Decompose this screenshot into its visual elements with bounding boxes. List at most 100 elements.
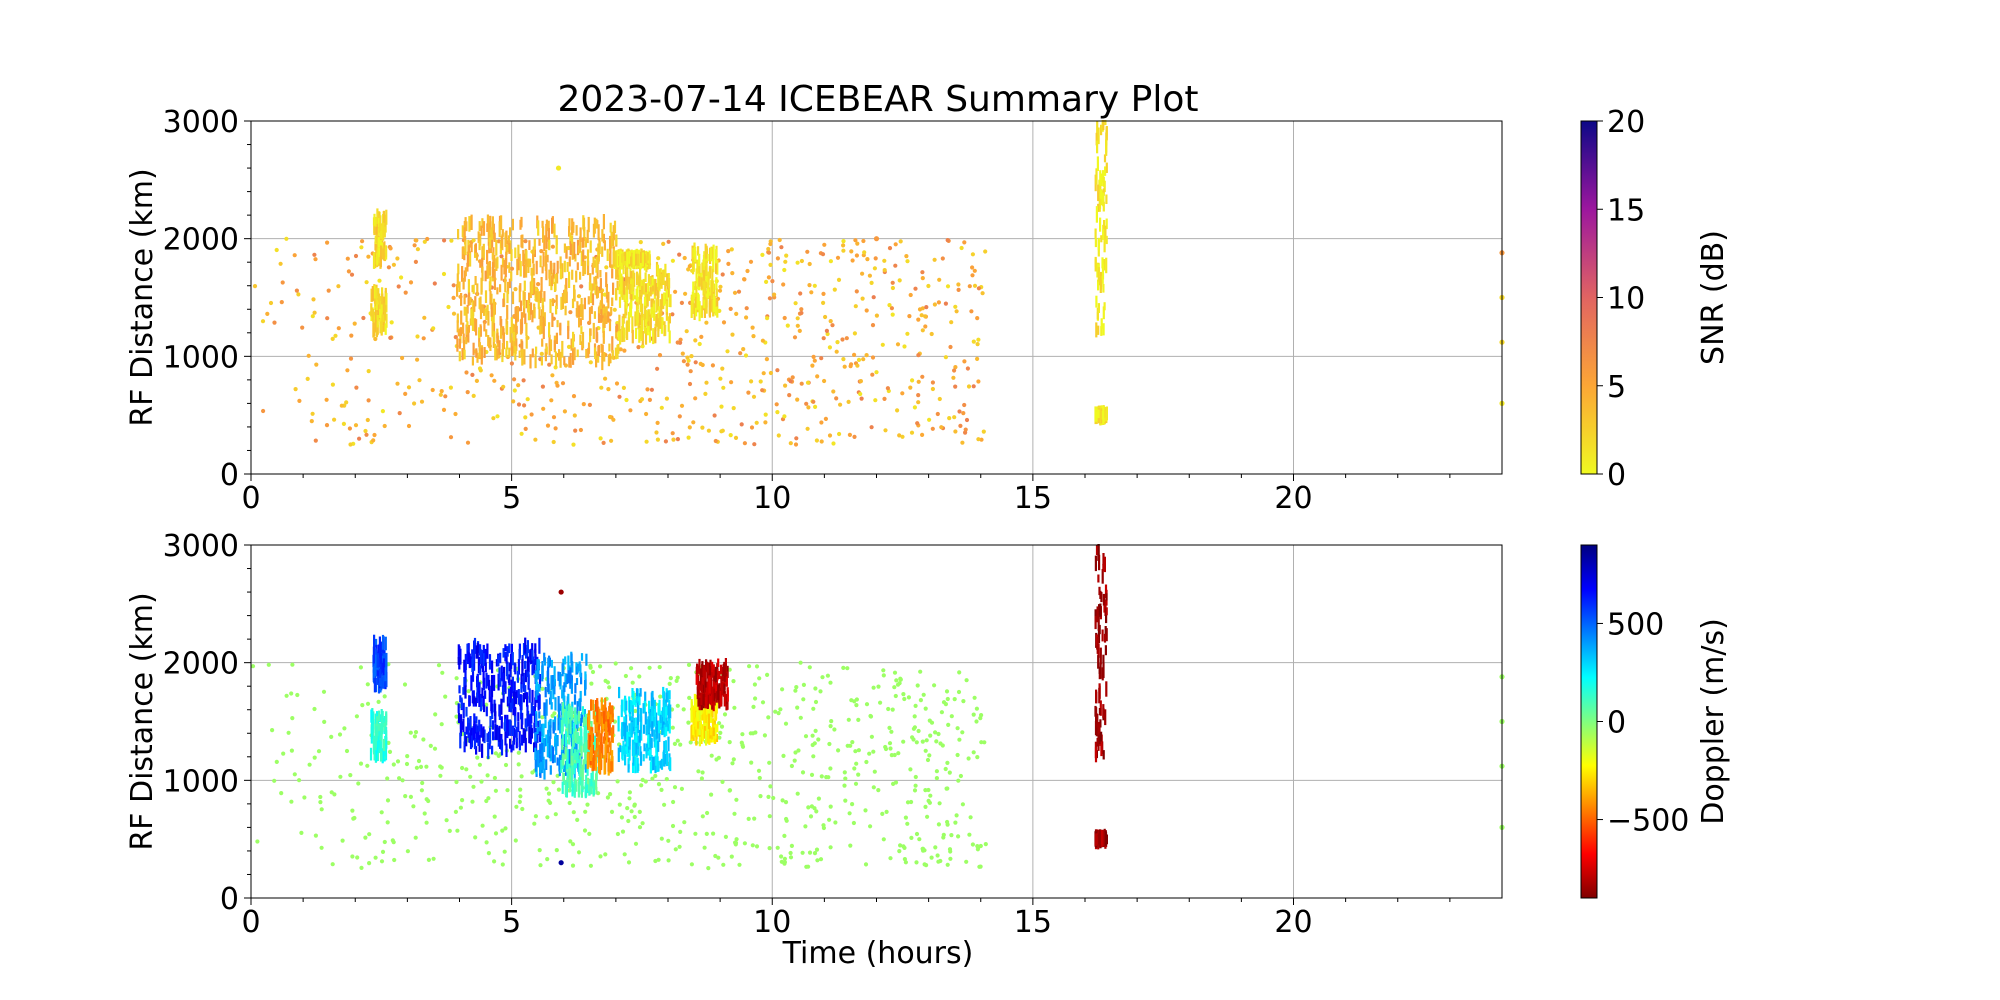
series-mark-3 — [487, 261, 490, 279]
series-mark-4 — [665, 300, 668, 313]
data-point — [730, 271, 735, 276]
series-mark-2 — [382, 248, 385, 260]
series-mark-4 — [623, 281, 626, 295]
data-point — [917, 307, 923, 312]
data-point — [740, 732, 745, 737]
series-mark-2 — [375, 654, 378, 668]
data-point — [885, 386, 891, 391]
series-mark-3 — [486, 733, 489, 742]
series-mark-10 — [1104, 645, 1107, 656]
series-mark-3 — [534, 654, 537, 665]
series-mark-7 — [647, 720, 650, 732]
series-mark-3 — [473, 640, 476, 658]
data-point — [949, 833, 954, 838]
series-mark-3 — [499, 652, 502, 664]
data-point — [799, 307, 804, 312]
series-mark-4 — [650, 301, 653, 318]
series-mark-10 — [1096, 637, 1099, 654]
series-mark-5 — [568, 769, 571, 786]
series-mark-3 — [581, 237, 584, 248]
data-point — [644, 439, 649, 444]
series-mark-3 — [603, 313, 606, 328]
data-point — [922, 862, 927, 867]
series-mark-3 — [531, 281, 534, 294]
series-mark-6 — [706, 253, 709, 262]
y-tick-label: 3000 — [163, 529, 239, 564]
series-mark-3 — [519, 261, 522, 277]
series-mark-3 — [565, 250, 568, 259]
series-mark-3 — [464, 677, 467, 687]
series-mark-3 — [585, 349, 588, 359]
data-point — [758, 794, 763, 799]
series-mark-3 — [479, 233, 482, 246]
data-point — [763, 420, 768, 425]
data-point — [625, 806, 630, 811]
data-point — [782, 833, 787, 839]
data-point — [940, 256, 945, 261]
series-mark-3 — [491, 252, 494, 260]
series-mark-1 — [376, 716, 379, 729]
series-mark-3 — [459, 732, 462, 749]
data-point — [783, 383, 788, 388]
series-mark-9 — [700, 692, 703, 706]
data-point — [713, 438, 718, 444]
data-point — [297, 778, 302, 783]
series-mark-5 — [586, 784, 589, 794]
data-point — [916, 393, 921, 398]
data-point — [511, 377, 517, 382]
data-point — [389, 320, 394, 325]
series-mark-5 — [568, 778, 572, 793]
data-point — [904, 254, 909, 259]
series-mark-8 — [715, 733, 719, 742]
series-mark-6 — [692, 257, 695, 275]
data-point — [551, 780, 556, 785]
series-mark-3 — [548, 334, 551, 347]
series-mark-3 — [462, 718, 465, 733]
series-mark-10 — [1105, 681, 1108, 697]
series-mark-3 — [479, 296, 482, 311]
data-point — [727, 740, 732, 745]
data-point — [864, 353, 869, 358]
series-mark-4 — [632, 291, 635, 301]
data-point — [901, 692, 906, 697]
data-point — [813, 686, 818, 691]
series-mark-3 — [609, 353, 612, 364]
data-point — [881, 673, 886, 678]
series-mark-6 — [704, 243, 707, 259]
series-mark-7 — [628, 745, 631, 761]
data-point — [768, 784, 773, 789]
data-point — [443, 394, 448, 399]
series-mark-2 — [382, 671, 385, 689]
series-mark-3 — [479, 326, 482, 337]
data-point — [815, 374, 820, 379]
data-point — [963, 427, 968, 432]
data-point — [416, 758, 422, 764]
data-point — [845, 743, 850, 748]
data-point — [953, 429, 958, 434]
data-point — [913, 774, 918, 780]
series-mark-5 — [576, 732, 579, 743]
data-point — [439, 765, 444, 770]
series-mark-3 — [469, 297, 472, 305]
series-mark-9 — [717, 684, 720, 701]
isolated-point — [873, 236, 880, 242]
series-mark-3 — [483, 347, 486, 358]
series-mark-3 — [470, 735, 474, 748]
data-point — [589, 681, 594, 686]
data-point — [775, 368, 780, 373]
data-point — [954, 309, 959, 314]
data-point — [250, 664, 256, 669]
data-point — [952, 697, 957, 702]
series-mark-7 — [1102, 176, 1105, 187]
series-mark-7 — [1101, 257, 1104, 269]
data-point — [842, 783, 847, 788]
series-mark-7 — [668, 690, 671, 700]
series-mark-3 — [594, 347, 597, 360]
series-mark-6 — [609, 741, 612, 756]
data-point — [279, 300, 284, 305]
series-mark-3 — [463, 227, 466, 241]
series-mark-3 — [580, 298, 583, 310]
series-mark-4 — [547, 666, 550, 679]
series-mark-3 — [598, 241, 601, 255]
data-point — [673, 847, 678, 852]
